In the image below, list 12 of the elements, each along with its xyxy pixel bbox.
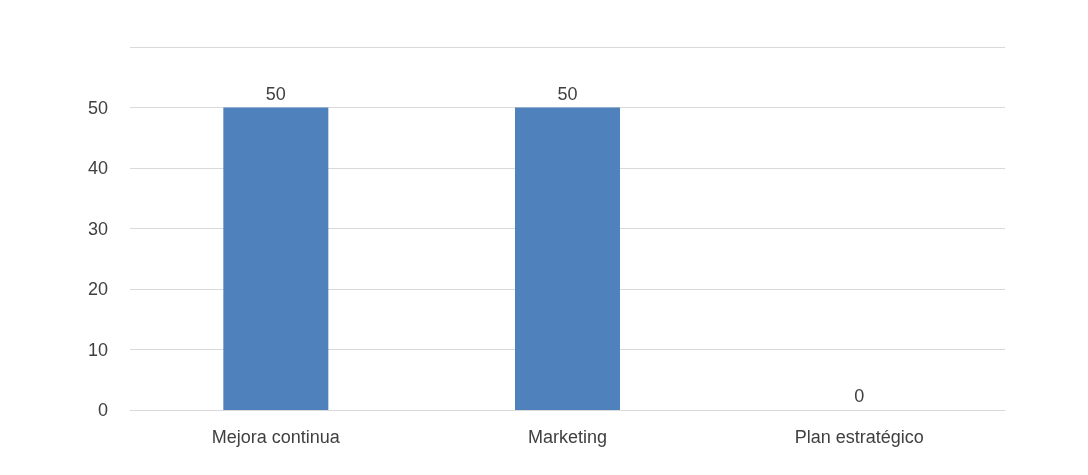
data-label: 0 (854, 386, 865, 406)
y-tick-label: 10 (87, 339, 108, 360)
data-label: 50 (265, 83, 286, 104)
y-tick-label: 20 (87, 279, 108, 299)
x-tick-label: Mejora continua (211, 427, 341, 447)
y-tick-label: 30 (87, 218, 108, 239)
y-tick-label: 0 (97, 400, 108, 420)
x-tick-label: Marketing (527, 427, 608, 447)
y-tick-label: 40 (87, 158, 108, 178)
x-tick-label: Plan estratégico (794, 427, 924, 447)
data-label: 50 (557, 83, 578, 104)
y-tick-label: 50 (87, 97, 108, 118)
